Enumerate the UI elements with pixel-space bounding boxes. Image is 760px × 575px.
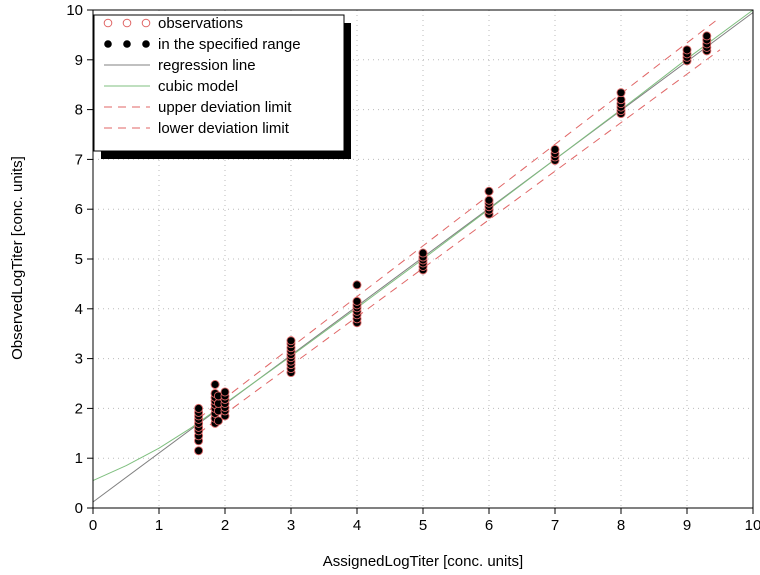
legend-item: regression line [104,57,256,74]
observation-point [210,379,220,389]
y-tick-label: 5 [75,251,83,268]
in-range-point [683,46,691,54]
x-tick-label: 7 [551,517,559,534]
observation-point [682,45,692,55]
legend-filled-marker [142,40,150,48]
x-axis-title: AssignedLogTiter [conc. units] [323,553,523,570]
lower-deviation-limit-line [198,49,721,434]
legend-label: upper deviation limit [158,99,292,116]
in-range-point [214,417,222,425]
in-range-point [551,145,559,154]
legend-item: upper deviation limit [104,99,292,116]
in-range-point [287,337,295,345]
legend-item: observations [103,15,243,32]
observation-point [220,387,230,397]
legend-open-marker [103,18,113,28]
x-tick-label: 6 [485,517,493,534]
legend-filled-marker [104,40,112,48]
in-range-point [214,407,222,415]
legend-item: cubic model [104,78,238,95]
observation-point [418,248,428,258]
legend-item: in the specified range [104,36,301,53]
x-tick-label: 2 [221,517,229,534]
y-tick-label: 8 [75,102,83,119]
y-tick-label: 6 [75,201,83,218]
legend-filled-marker [123,40,131,48]
observation-point [352,280,362,290]
legend-label: in the specified range [158,36,301,53]
observation-point [213,416,223,426]
legend-open-marker [141,18,151,28]
observation-point [484,186,494,196]
x-axis-ticks: 0 1 2 3 4 5 6 7 8 9 10 [89,508,760,534]
x-tick-label: 3 [287,517,295,534]
in-range-point [221,388,229,396]
y-tick-label: 3 [75,351,83,368]
y-tick-label: 1 [75,450,83,467]
x-tick-label: 1 [155,517,163,534]
scatter-points [194,31,712,456]
in-range-point [485,187,493,195]
legend: observations in the specified range regres… [93,14,351,159]
in-range-point [485,196,493,204]
x-tick-label: 4 [353,517,361,534]
observation-point [702,31,712,41]
y-tick-label: 2 [75,400,83,417]
in-range-point [214,399,222,408]
legend-label: cubic model [158,78,238,95]
x-tick-label: 0 [89,517,97,534]
y-axis-ticks: 0 1 2 3 4 5 6 7 8 9 10 [66,2,93,517]
in-range-point [419,249,427,257]
observation-point [194,403,204,413]
in-range-point [617,96,625,104]
in-range-point [617,89,625,97]
in-range-point [353,281,361,289]
observation-point [484,195,494,205]
observation-point [286,336,296,346]
in-range-point [211,380,219,389]
x-tick-label: 9 [683,517,691,534]
y-axis-title: ObservedLogTiter [conc. units] [9,156,26,360]
in-range-point [214,392,222,400]
y-tick-label: 9 [75,52,83,69]
y-tick-label: 4 [75,301,83,318]
legend-item: lower deviation limit [104,120,290,137]
upper-deviation-limit-line [198,17,721,419]
in-range-point [195,447,203,455]
legend-label: observations [158,15,243,32]
x-tick-label: 10 [745,517,760,534]
y-tick-label: 10 [66,2,83,19]
in-range-point [353,297,361,305]
in-range-point [703,32,711,40]
legend-label: regression line [158,57,256,74]
y-tick-label: 7 [75,151,83,168]
x-tick-label: 5 [419,517,427,534]
legend-label: lower deviation limit [158,120,290,137]
in-range-point [195,404,203,412]
observation-point [352,296,362,306]
y-tick-label: 0 [75,500,83,517]
x-tick-label: 8 [617,517,625,534]
observation-point [550,144,560,154]
legend-open-marker [122,18,132,28]
observation-point [616,88,626,98]
observation-point [194,446,204,456]
